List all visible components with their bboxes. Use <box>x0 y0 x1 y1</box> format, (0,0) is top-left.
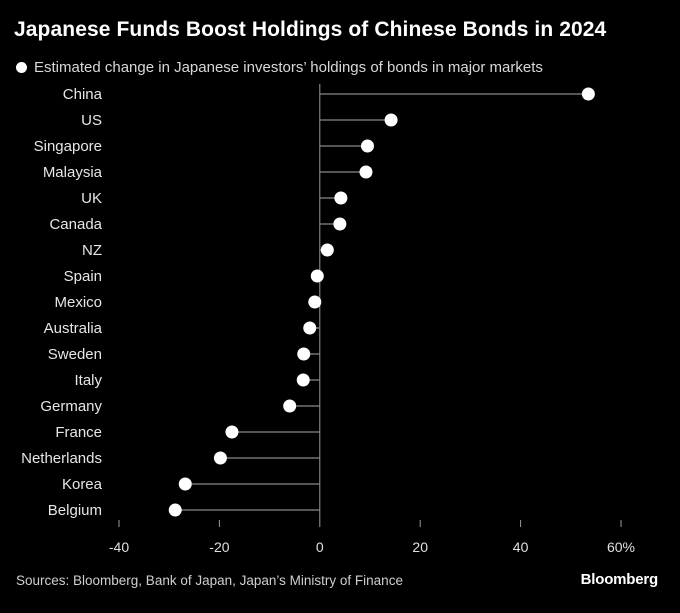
data-point-us <box>384 113 398 127</box>
legend-marker <box>16 62 27 73</box>
x-tick-label-1: -20 <box>209 539 229 555</box>
category-label-singapore: Singapore <box>34 138 102 155</box>
data-point-australia <box>303 321 317 335</box>
category-label-uk: UK <box>81 190 102 207</box>
category-label-netherlands: Netherlands <box>21 450 102 467</box>
data-point-uk <box>334 191 348 205</box>
data-point-belgium <box>168 503 182 517</box>
data-point-malaysia <box>359 165 373 179</box>
source-note: Sources: Bloomberg, Bank of Japan, Japan… <box>16 573 403 588</box>
category-label-us: US <box>81 112 102 129</box>
category-label-belgium: Belgium <box>48 502 102 519</box>
data-point-france <box>225 425 239 439</box>
data-point-nz <box>320 243 334 257</box>
category-label-canada: Canada <box>49 216 102 233</box>
data-point-sweden <box>297 347 311 361</box>
bloomberg-logo: Bloomberg <box>580 571 659 588</box>
x-tick-label-5: 60% <box>607 539 635 555</box>
data-point-germany <box>283 399 297 413</box>
category-label-italy: Italy <box>74 372 102 389</box>
x-tick-label-4: 40 <box>513 539 529 555</box>
data-point-singapore <box>360 139 374 153</box>
category-label-korea: Korea <box>62 476 103 493</box>
x-tick-label-2: 0 <box>316 539 324 555</box>
legend: Estimated change in Japanese investors’ … <box>16 59 543 76</box>
legend-label: Estimated change in Japanese investors’ … <box>34 59 543 76</box>
data-point-netherlands <box>213 451 227 465</box>
data-point-spain <box>310 269 324 283</box>
chart-title: Japanese Funds Boost Holdings of Chinese… <box>14 18 607 41</box>
category-label-china: China <box>63 86 103 103</box>
data-point-korea <box>178 477 192 491</box>
data-point-canada <box>333 217 347 231</box>
category-label-sweden: Sweden <box>48 346 102 363</box>
category-label-nz: NZ <box>82 242 102 259</box>
category-label-germany: Germany <box>40 398 102 415</box>
category-label-france: France <box>55 424 102 441</box>
x-tick-label-3: 20 <box>412 539 428 555</box>
category-label-spain: Spain <box>64 268 102 285</box>
data-point-china <box>581 87 595 101</box>
category-label-malaysia: Malaysia <box>43 164 103 181</box>
data-point-mexico <box>308 295 322 309</box>
data-point-italy <box>296 373 310 387</box>
x-tick-label-0: -40 <box>109 539 129 555</box>
category-label-australia: Australia <box>44 320 103 337</box>
category-label-mexico: Mexico <box>54 294 102 311</box>
